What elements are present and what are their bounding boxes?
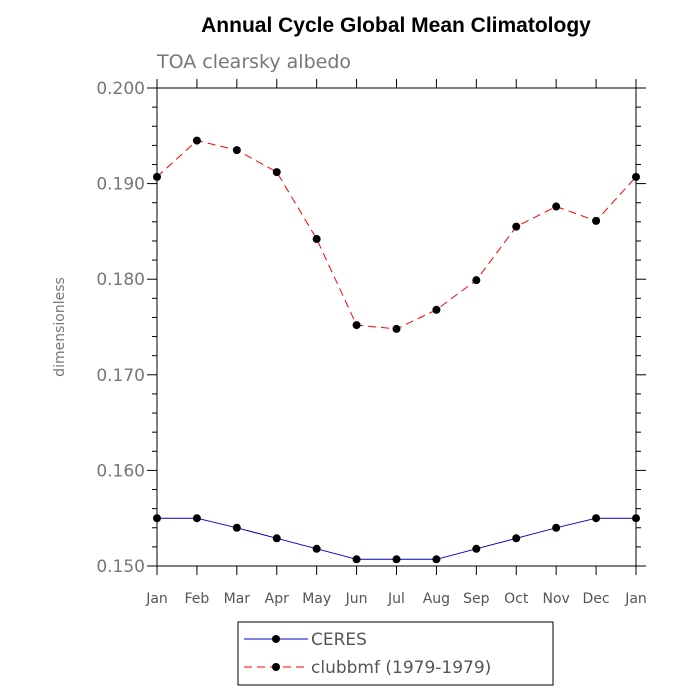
x-tick-label: Feb: [185, 591, 210, 607]
x-tick-label: Aug: [423, 591, 450, 607]
data-point: [272, 534, 281, 543]
data-point: [392, 324, 401, 333]
data-point: [472, 276, 481, 285]
x-tick-label: Apr: [265, 591, 289, 607]
data-point: [272, 168, 281, 177]
data-point: [512, 534, 521, 543]
y-tick-label: 0.170: [96, 366, 145, 386]
data-point: [352, 555, 361, 564]
data-point: [232, 146, 241, 155]
data-point: [392, 555, 401, 564]
data-point: [312, 544, 321, 553]
data-point: [552, 202, 561, 211]
data-point: [512, 222, 521, 231]
y-axis-label: dimensionless: [52, 277, 68, 377]
x-tick-label: Sep: [463, 591, 490, 607]
legend-marker: [272, 663, 280, 671]
data-point: [192, 136, 201, 145]
data-point: [192, 514, 201, 523]
data-point: [432, 555, 441, 564]
data-point: [592, 514, 601, 523]
data-point: [153, 172, 161, 181]
y-tick-label: 0.180: [96, 270, 145, 290]
data-point: [432, 305, 441, 314]
plot-area: 0.150 0.160 0.170 0.180 0.190 0.200 Jan Feb Mar A…: [96, 79, 647, 607]
legend: CERES clubbmf (1979-1979): [237, 621, 554, 686]
y-tick-label: 0.190: [96, 175, 145, 195]
data-point: [552, 523, 561, 532]
y-tick-label: 0.150: [96, 557, 145, 577]
x-tick-label: Mar: [224, 591, 251, 607]
y-tick-label: 0.160: [96, 461, 145, 481]
x-tick-label: Dec: [583, 591, 610, 607]
x-tick-label: Jan: [145, 591, 168, 607]
x-tick-label: Jan: [624, 591, 647, 607]
x-tick-label: Jun: [345, 591, 368, 607]
data-point: [352, 321, 361, 330]
x-tick-label: May: [302, 591, 331, 607]
data-point: [632, 514, 640, 523]
data-point: [153, 514, 161, 523]
x-tick-label: Oct: [504, 591, 529, 607]
data-point: [232, 523, 241, 532]
data-point: [312, 235, 321, 244]
x-tick-label: Jul: [387, 591, 405, 607]
x-tick-label: Nov: [543, 591, 570, 607]
chart-title: Annual Cycle Global Mean Climatology: [201, 14, 591, 37]
legend-label: CERES: [311, 630, 367, 650]
legend-label: clubbmf (1979-1979): [311, 658, 491, 678]
y-tick-label: 0.200: [96, 79, 145, 99]
data-point: [592, 216, 601, 225]
legend-box: [237, 621, 554, 686]
chart-subtitle: TOA clearsky albedo: [156, 51, 351, 73]
data-point: [472, 544, 481, 553]
legend-marker: [272, 635, 280, 643]
data-point: [632, 172, 640, 181]
series-line-1: [156, 140, 637, 330]
series-line-0: [157, 517, 636, 560]
